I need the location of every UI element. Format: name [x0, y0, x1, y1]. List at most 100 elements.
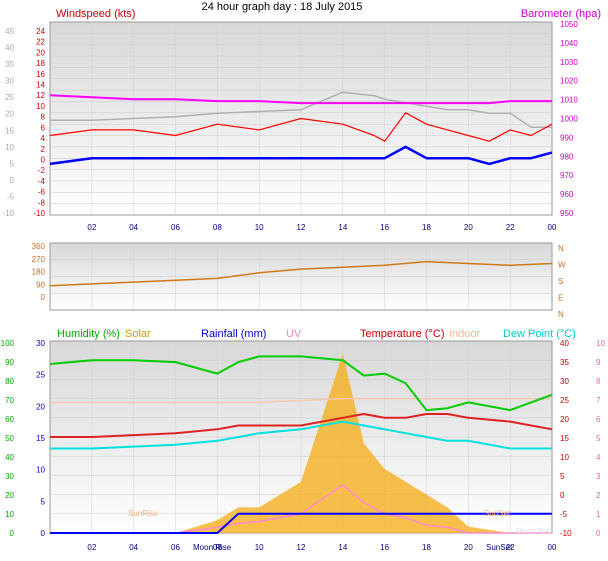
rainfall-tick-label: 5	[41, 497, 46, 506]
windspeed-tick-label: -8	[38, 198, 46, 207]
uv-tick-label: 6	[596, 415, 601, 424]
moonset-annotation: Moon Set	[516, 527, 551, 536]
humidity-tick-label: 0	[10, 529, 15, 538]
rainfall-tick-label: 10	[36, 466, 45, 475]
uv-tick-label: 0	[596, 529, 601, 538]
windspeed-tick-label: 4	[41, 134, 46, 143]
compass-letter: W	[558, 261, 566, 270]
barometer-tick-label: 1020	[560, 77, 578, 86]
sunset-marker-annotation: SunSet	[486, 543, 513, 552]
solar-area	[50, 353, 552, 533]
wind-panel-series	[49, 91, 553, 166]
wind-panel-grid	[50, 22, 552, 215]
gray-axis-tick-label: 25	[5, 93, 14, 102]
multi-panel-x-axis: 02 04 06 08 10 12 14 16 18 20 22 00	[87, 543, 557, 552]
gray-axis-tick-label: 20	[5, 110, 14, 119]
barometer-tick-label: 980	[560, 152, 574, 161]
temperature-tick-label: 40	[560, 339, 569, 348]
direction-tick-label: 270	[32, 255, 46, 264]
x-tick-label: 10	[255, 543, 264, 552]
temperature-tick-label: 35	[560, 358, 569, 367]
barometer-tick-label: 1030	[560, 58, 578, 67]
windspeed-axis-label: Windspeed (kts)	[56, 8, 135, 20]
windspeed-tick-label: -2	[38, 166, 46, 175]
x-tick-label: 12	[297, 543, 306, 552]
direction-tick-label: 180	[32, 268, 46, 277]
rainfall-tick-label: 20	[36, 402, 45, 411]
temperature-tick-label: 5	[560, 472, 565, 481]
rainfall-label: Rainfall (mm)	[201, 328, 266, 340]
temperature-line	[50, 413, 553, 438]
x-tick-label: 00	[548, 543, 557, 552]
gray-axis-tick-label: 35	[5, 60, 14, 69]
windspeed-tick-label: -10	[33, 209, 45, 218]
windspeed-tick-label: 18	[36, 59, 45, 68]
x-tick-label: 06	[171, 223, 180, 232]
x-tick-label: 16	[380, 223, 389, 232]
temperature-tick-label: 15	[560, 434, 569, 443]
gray-axis-tick-label: -5	[7, 192, 15, 201]
rainfall-solar-axis: 30 25 20 15 10 5 0	[36, 339, 45, 538]
x-tick-label: 14	[338, 543, 347, 552]
x-tick-label: 20	[464, 223, 473, 232]
moonrise-annotation: Moon Rise	[193, 543, 232, 552]
x-tick-label: 14	[338, 223, 347, 232]
wind-direction-line	[49, 260, 553, 287]
rainfall-tick-label: 15	[36, 434, 45, 443]
windspeed-tick-label: 20	[36, 48, 45, 57]
gray-axis-tick-label: 45	[5, 27, 14, 36]
humidity-tick-label: 20	[5, 491, 14, 500]
uv-label: UV	[286, 328, 302, 340]
humidity-tick-label: 40	[5, 453, 14, 462]
x-tick-label: 08	[213, 223, 222, 232]
x-tick-label: 04	[129, 223, 138, 232]
compass-letter: N	[558, 310, 564, 319]
direction-tick-label: 90	[36, 280, 45, 289]
rainfall-line	[50, 512, 552, 534]
x-tick-label: 22	[506, 543, 515, 552]
indoor-line	[50, 397, 552, 404]
x-tick-label: 00	[548, 223, 557, 232]
wind-average-line	[49, 145, 553, 166]
compass-letter: E	[558, 294, 563, 303]
direction-axis: 360 270 180 90 0	[32, 242, 46, 302]
indoor-label: Indoor	[449, 328, 481, 340]
humidity-tick-label: 80	[5, 377, 14, 386]
windspeed-tick-label: -6	[38, 188, 46, 197]
windspeed-tick-label: -4	[38, 177, 46, 186]
x-tick-label: 02	[87, 223, 96, 232]
windspeed-tick-label: 8	[41, 113, 46, 122]
uv-tick-label: 1	[596, 510, 601, 519]
temperature-tick-label: 20	[560, 415, 569, 424]
compass-letter: N	[558, 244, 564, 253]
windspeed-tick-label: 6	[41, 123, 46, 132]
wind-panel-x-axis: 02 04 06 08 10 12 14 16 18 20 22 00	[87, 223, 557, 232]
gray-axis-tick-label: 30	[5, 77, 14, 86]
barometer-tick-label: 1040	[560, 39, 578, 48]
x-tick-label: 06	[171, 543, 180, 552]
barometer-tick-label: 960	[560, 190, 574, 199]
temperature-tick-label: 30	[560, 377, 569, 386]
x-tick-label: 10	[255, 223, 264, 232]
uv-tick-label: 4	[596, 453, 601, 462]
rainfall-tick-label: 25	[36, 371, 45, 380]
windspeed-tick-label: 24	[36, 27, 45, 36]
uv-tick-label: 5	[596, 434, 601, 443]
direction-panel-series	[49, 260, 553, 287]
barometer-tick-label: 1000	[560, 115, 578, 124]
gray-axis-tick-label: -10	[2, 209, 14, 218]
x-tick-label: 02	[87, 543, 96, 552]
windspeed-tick-label: 22	[36, 38, 45, 47]
windspeed-line	[49, 112, 553, 142]
humidity-tick-label: 50	[5, 434, 14, 443]
humidity-tick-label: 30	[5, 472, 14, 481]
multi-panel-series	[49, 353, 553, 534]
barometer-axis: 1050 1040 1030 1020 1010 1000 990 980 970 960 950	[560, 20, 578, 218]
gray-line-series	[50, 91, 552, 129]
barometer-tick-label: 990	[560, 133, 574, 142]
